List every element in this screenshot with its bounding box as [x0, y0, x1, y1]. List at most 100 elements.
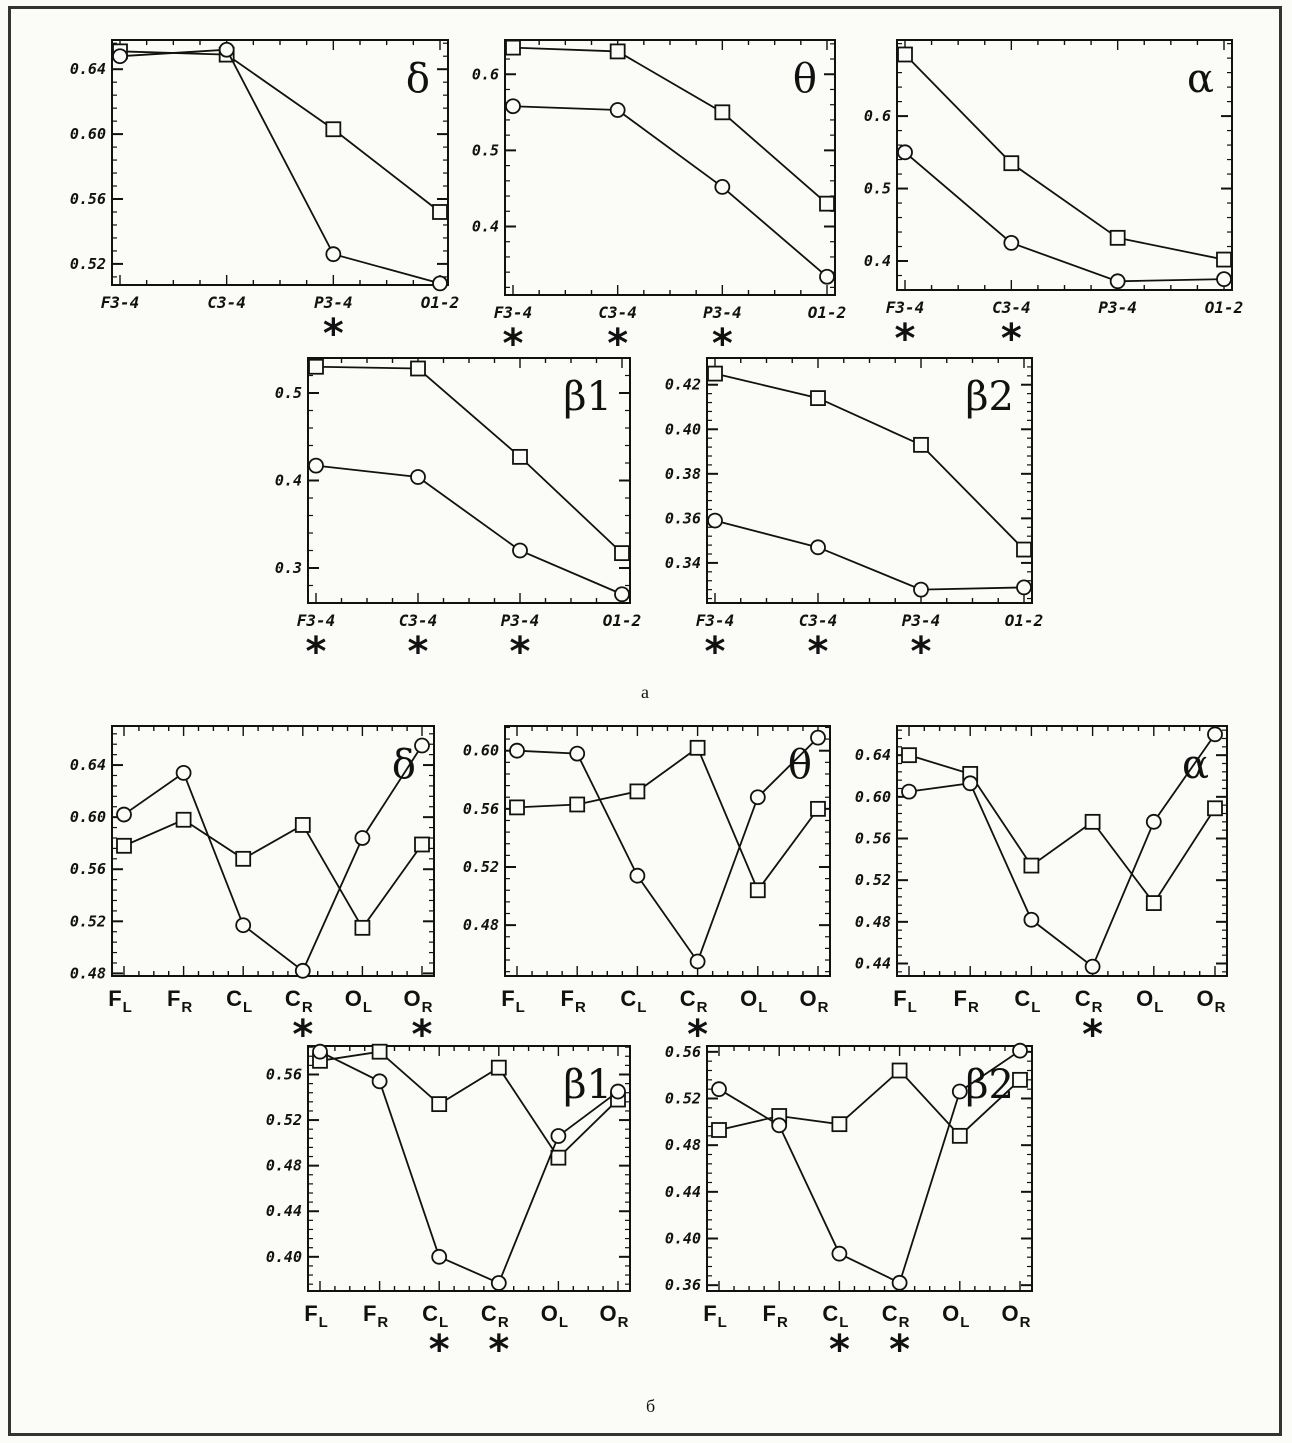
x-tick-label: FR: [561, 986, 586, 1016]
data-point-square: [891, 1062, 908, 1079]
data-point-circle: [490, 1275, 507, 1291]
series-line-square: [319, 1050, 619, 1160]
data-point-square: [1207, 800, 1223, 817]
x-tick-subscript: L: [123, 999, 132, 1016]
data-point-circle: [312, 1043, 328, 1060]
data-point-square: [325, 121, 342, 138]
series-line-circle: [123, 745, 423, 973]
x-tick-subscript: L: [439, 1314, 448, 1331]
series-line-circle: [904, 151, 1225, 283]
y-tick-label: 0.36: [665, 1276, 701, 1294]
series-line-circle: [516, 736, 819, 964]
data-point-square: [714, 104, 731, 121]
significance-asterisk: *: [429, 1327, 450, 1373]
data-point-square: [410, 360, 426, 377]
y-tick-label: 0.44: [665, 1183, 701, 1201]
x-tick-subscript: L: [718, 1314, 727, 1331]
series-line-square: [714, 372, 1025, 551]
data-point-square: [116, 837, 132, 854]
data-point-circle: [414, 737, 430, 754]
x-tick-label: O1-2: [1005, 611, 1044, 630]
data-point-circle: [175, 764, 192, 781]
y-tick-label: 0.36: [665, 509, 701, 527]
y-tick-label: 0.56: [463, 800, 499, 818]
y-tick-label: 0.60: [70, 125, 106, 143]
data-point-circle: [218, 41, 235, 58]
x-tick-subscript: L: [1154, 999, 1163, 1016]
x-tick-label: F3-4: [101, 293, 140, 312]
y-tick-label: 0.44: [855, 955, 891, 973]
x-tick-subscript: R: [899, 1314, 910, 1331]
data-point-circle: [689, 953, 706, 970]
data-point-square: [432, 204, 448, 220]
band-title: θ: [788, 742, 812, 788]
x-tick-label: OL: [345, 986, 372, 1016]
data-point-circle: [962, 775, 979, 792]
data-point-square: [1109, 229, 1126, 246]
x-tick-label: C3-4: [598, 303, 637, 322]
y-tick-label: 0.5: [472, 141, 499, 159]
series-line-square: [904, 53, 1225, 261]
y-tick-label: 0.48: [70, 964, 106, 982]
x-tick-subscript: R: [777, 1314, 788, 1331]
y-tick-label: 0.56: [665, 1043, 701, 1061]
x-tick-subscript: R: [697, 999, 708, 1016]
band-title: α: [1182, 742, 1209, 788]
significance-asterisk: *: [1001, 316, 1022, 362]
plot-frame: [504, 725, 831, 977]
data-point-square: [431, 1096, 448, 1113]
significance-asterisk: *: [607, 321, 628, 367]
x-tick-subscript: L: [839, 1314, 848, 1331]
series-line-circle: [315, 464, 623, 596]
data-point-circle: [711, 1081, 727, 1098]
significance-asterisk: *: [412, 1012, 433, 1058]
significance-asterisk: *: [510, 629, 531, 675]
chart-panel-3: 0.40.50.6F3-4*C3-4*P3-4 O1-2α: [864, 39, 1243, 362]
plot-frame: [111, 39, 449, 286]
data-point-square: [901, 747, 917, 764]
x-tick-subscript: L: [960, 1314, 969, 1331]
y-tick-label: 0.56: [70, 190, 106, 208]
significance-asterisk: *: [408, 629, 429, 675]
x-tick-label: FR: [954, 986, 979, 1016]
data-point-square: [810, 800, 826, 817]
data-point-square: [629, 783, 646, 800]
y-tick-label: 0.48: [463, 916, 499, 934]
significance-asterisk: *: [687, 1012, 708, 1058]
data-point-square: [810, 390, 826, 406]
data-point-circle: [112, 48, 128, 65]
data-point-square: [897, 46, 913, 63]
y-tick-label: 0.52: [266, 1111, 302, 1129]
data-point-square: [1016, 541, 1032, 558]
y-tick-label: 0.42: [665, 376, 701, 394]
series-line-circle: [319, 1050, 619, 1285]
x-tick-subscript: L: [1031, 999, 1040, 1016]
y-tick-label: 0.56: [855, 830, 891, 848]
y-tick-label: 0.60: [855, 788, 891, 806]
y-tick-label: 0.6: [864, 107, 891, 125]
data-point-square: [609, 43, 626, 60]
x-tick-label: F3-4: [696, 611, 735, 630]
band-title: β2: [965, 374, 1014, 420]
data-point-circle: [810, 539, 826, 556]
data-point-square: [414, 836, 430, 853]
data-point-circle: [1207, 726, 1223, 743]
y-tick-label: 0.4: [472, 217, 499, 235]
x-tick-label: OL: [1136, 986, 1163, 1016]
x-tick-subscript: R: [302, 999, 313, 1016]
x-tick-subscript: R: [618, 1314, 629, 1331]
data-point-circle: [371, 1073, 388, 1090]
data-point-circle: [432, 275, 448, 292]
data-point-square: [1003, 155, 1020, 172]
x-tick-label: P3-4: [1098, 298, 1137, 317]
y-tick-label: 0.64: [70, 756, 106, 774]
data-point-circle: [831, 1245, 848, 1262]
y-tick-label: 0.4: [275, 472, 302, 490]
x-tick-label: FR: [763, 1301, 788, 1331]
y-tick-label: 0.34: [665, 554, 701, 572]
data-point-square: [1023, 857, 1040, 874]
data-point-square: [371, 1043, 388, 1060]
figure-frame: [8, 6, 1282, 1436]
